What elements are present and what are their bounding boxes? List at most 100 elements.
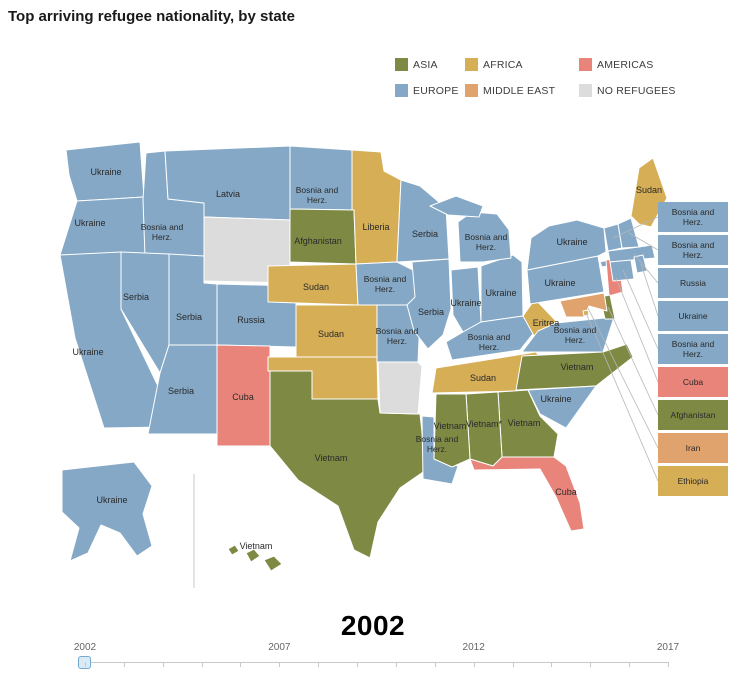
callout-label-MA: Russia bbox=[680, 278, 706, 288]
callout-box-MA[interactable] bbox=[658, 268, 728, 298]
state-label-MN: Liberia bbox=[362, 222, 389, 232]
state-label-ND: Bosnia and Herz. bbox=[296, 185, 339, 205]
timeline-tick bbox=[85, 662, 86, 667]
state-MD[interactable] bbox=[559, 292, 608, 318]
timeline-tick bbox=[357, 662, 359, 667]
state-label-CA: Ukraine bbox=[72, 347, 103, 357]
timeline-year-label: 2012 bbox=[462, 642, 485, 653]
state-NH[interactable] bbox=[617, 217, 640, 249]
callout-line-DC bbox=[585, 312, 659, 482]
callout-label-DE: Afghanistan bbox=[671, 410, 716, 420]
state-MO[interactable] bbox=[376, 304, 421, 363]
state-WI[interactable] bbox=[396, 179, 450, 263]
callout-box-RI[interactable] bbox=[658, 301, 728, 331]
state-label-VA: Bosnia and Herz. bbox=[554, 325, 597, 345]
state-IL[interactable] bbox=[406, 258, 452, 350]
state-label-TX: Vietnam bbox=[315, 453, 348, 463]
state-label-WI: Serbia bbox=[412, 229, 438, 239]
state-AR[interactable] bbox=[377, 361, 423, 415]
state-label-MS: Vietnam bbox=[434, 421, 467, 431]
state-label-AK: Ukraine bbox=[96, 495, 127, 505]
slider-handle[interactable] bbox=[78, 656, 91, 669]
state-NY[interactable] bbox=[526, 219, 607, 271]
legend-label: AMERICAS bbox=[597, 58, 654, 71]
state-MS[interactable] bbox=[433, 393, 471, 468]
timeline-year-label: 2017 bbox=[656, 642, 680, 653]
state-label-GA: Vietnam bbox=[508, 418, 541, 428]
state-label-KS: Sudan bbox=[318, 329, 344, 339]
state-CT[interactable] bbox=[609, 259, 635, 282]
callout-box-DE[interactable] bbox=[658, 400, 728, 430]
timeline-tick bbox=[512, 662, 514, 667]
timeline-tick bbox=[590, 662, 592, 667]
timeline-tick bbox=[123, 662, 125, 667]
state-TX[interactable] bbox=[269, 370, 427, 559]
callout-box-NH[interactable] bbox=[658, 235, 728, 265]
state-SC[interactable] bbox=[527, 385, 597, 429]
state-MI[interactable] bbox=[429, 195, 484, 218]
legend-item-americas: AMERICAS bbox=[579, 58, 676, 71]
state-label-NV: Serbia bbox=[123, 292, 149, 302]
timeline-tick bbox=[279, 662, 281, 667]
timeline-tick bbox=[395, 662, 397, 667]
legend-item-africa: AFRICA bbox=[465, 58, 579, 71]
state-label-NM: Cuba bbox=[232, 392, 254, 402]
state-HI[interactable] bbox=[245, 548, 261, 563]
callout-line-RI bbox=[640, 263, 659, 317]
state-label-CO: Russia bbox=[237, 315, 265, 325]
state-label-MT: Latvia bbox=[216, 189, 240, 199]
timeline-tick bbox=[240, 662, 242, 667]
state-FL[interactable] bbox=[469, 456, 585, 532]
state-label-OR: Ukraine bbox=[74, 218, 105, 228]
state-label-AZ: Serbia bbox=[168, 386, 194, 396]
state-LA[interactable] bbox=[421, 415, 459, 485]
callout-line-NJ bbox=[615, 277, 659, 383]
state-AK[interactable] bbox=[61, 461, 153, 562]
callout-line-NH bbox=[628, 232, 659, 251]
callout-line-VT bbox=[612, 216, 659, 239]
state-label-KY: Bosnia and Herz. bbox=[468, 332, 511, 352]
callout-label-NJ: Cuba bbox=[683, 377, 704, 387]
timeline-year-label: 2007 bbox=[268, 642, 291, 653]
state-AZ[interactable] bbox=[147, 344, 218, 435]
state-label-LA: Bosnia and Herz. bbox=[416, 434, 459, 454]
callout-line-MA bbox=[633, 253, 659, 284]
state-label-PA: Ukraine bbox=[544, 278, 575, 288]
timeline-year-label: 2002 bbox=[73, 642, 97, 653]
callout-box-CT[interactable] bbox=[658, 334, 728, 364]
legend-label: ASIA bbox=[413, 58, 438, 71]
state-label-SD: Afghanistan bbox=[294, 236, 342, 246]
state-label-SC: Ukraine bbox=[540, 394, 571, 404]
state-label-NC: Vietnam bbox=[561, 362, 594, 372]
callout-label-VT: Bosnia and Herz. bbox=[672, 207, 715, 227]
legend-swatch bbox=[579, 58, 592, 71]
year-display: 2002 bbox=[340, 610, 406, 641]
state-label-ID: Bosnia and Herz. bbox=[141, 222, 184, 242]
legend-item-middle-east: MIDDLE EAST bbox=[465, 84, 579, 97]
callout-box-MD[interactable] bbox=[658, 433, 728, 463]
legend-swatch bbox=[465, 84, 478, 97]
legend-swatch bbox=[395, 58, 408, 71]
timeline-tick bbox=[162, 662, 164, 667]
state-HI[interactable] bbox=[263, 555, 283, 572]
slider-track[interactable] bbox=[85, 662, 668, 663]
timeline-slider[interactable]: 2002 2007 2012 2017 bbox=[0, 640, 746, 682]
callout-line-CT bbox=[622, 269, 659, 350]
callout-box-VT[interactable] bbox=[658, 202, 728, 232]
state-HI[interactable] bbox=[227, 544, 240, 556]
state-label-TN: Sudan bbox=[470, 373, 496, 383]
timeline-tick bbox=[551, 662, 553, 667]
callout-box-DC[interactable] bbox=[658, 466, 728, 496]
state-MN[interactable] bbox=[351, 149, 402, 265]
state-label-OH: Ukraine bbox=[485, 288, 516, 298]
callout-box-NJ[interactable] bbox=[658, 367, 728, 397]
state-label-IN: Ukraine bbox=[450, 298, 481, 308]
state-label-IL: Serbia bbox=[418, 307, 444, 317]
state-AL[interactable] bbox=[465, 391, 503, 467]
state-RI[interactable] bbox=[633, 254, 648, 274]
state-label-NY: Ukraine bbox=[556, 237, 587, 247]
state-WV[interactable] bbox=[522, 298, 557, 344]
legend-item-no-refugees: NO REFUGEES bbox=[579, 84, 676, 97]
state-VA[interactable] bbox=[521, 316, 615, 353]
